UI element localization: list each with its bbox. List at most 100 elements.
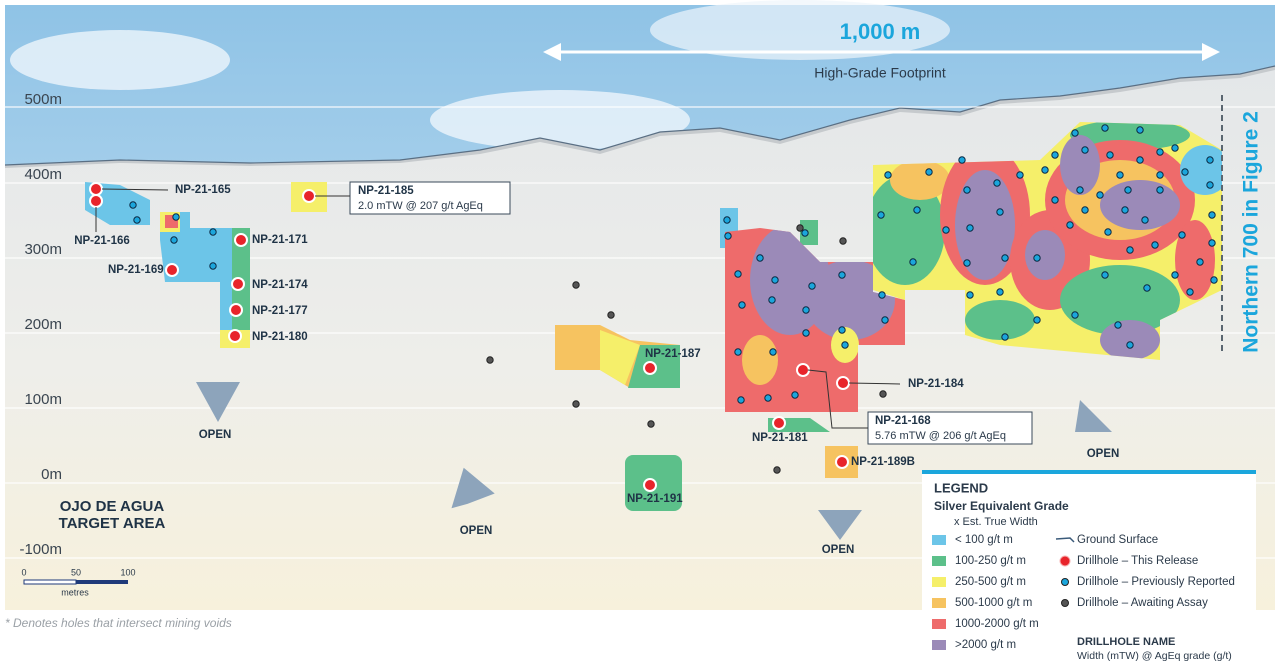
drillhole-label: NP-21-174 bbox=[252, 279, 308, 291]
drillhole-previous bbox=[1156, 171, 1164, 179]
legend-symbol-label: Drillhole – This Release bbox=[1077, 555, 1198, 567]
legend-swatch bbox=[932, 619, 946, 629]
drillhole-previous bbox=[1101, 124, 1109, 132]
drillhole-this-release bbox=[836, 376, 850, 390]
drillhole-previous bbox=[1171, 144, 1179, 152]
callout-name: NP-21-185 bbox=[358, 185, 414, 197]
scale-bar bbox=[23, 579, 128, 585]
legend-grade: 250-500 g/t m bbox=[955, 576, 1026, 588]
drillhole-this-release bbox=[89, 182, 103, 196]
drillhole-label: NP-21-177 bbox=[252, 305, 308, 317]
drillhole-label: NP-21-171 bbox=[252, 234, 308, 246]
drillhole-previous bbox=[942, 226, 950, 234]
drillhole-previous bbox=[841, 341, 849, 349]
open-arrows bbox=[196, 382, 1112, 540]
drillhole-previous bbox=[1001, 333, 1009, 341]
drillhole-awaiting bbox=[839, 237, 847, 245]
drillhole-previous bbox=[1076, 186, 1084, 194]
drillhole-previous bbox=[878, 291, 886, 299]
drillholes bbox=[89, 124, 1218, 492]
callout-box bbox=[349, 181, 511, 215]
drillhole-previous bbox=[1114, 321, 1122, 329]
drillhole-previous bbox=[996, 288, 1004, 296]
drillhole-previous bbox=[966, 224, 974, 232]
drillhole-previous bbox=[1156, 186, 1164, 194]
drillhole-awaiting bbox=[572, 281, 580, 289]
legend-swatch bbox=[932, 535, 946, 545]
scale-tick: 0 bbox=[21, 567, 26, 577]
legend-grade: 1000-2000 g/t m bbox=[955, 618, 1039, 630]
drillhole-previous bbox=[1121, 206, 1129, 214]
drillhole-previous bbox=[209, 262, 217, 270]
drillhole-previous bbox=[771, 276, 779, 284]
drillhole-previous bbox=[1104, 228, 1112, 236]
drillhole-this-release bbox=[89, 194, 103, 208]
drillhole-this-release bbox=[231, 277, 245, 291]
legend-symbol bbox=[1061, 599, 1069, 607]
drillhole-previous bbox=[791, 391, 799, 399]
width-label: 1,000 m bbox=[840, 19, 921, 44]
drillhole-previous bbox=[1126, 341, 1134, 349]
area-label: TARGET AREA bbox=[59, 515, 166, 532]
drillhole-previous bbox=[1143, 284, 1151, 292]
scale-tick: 50 bbox=[71, 567, 81, 577]
drillhole-previous bbox=[723, 216, 731, 224]
drillhole-previous bbox=[1124, 186, 1132, 194]
legend-symbol bbox=[1059, 555, 1071, 567]
footnote: * Denotes holes that intersect mining vo… bbox=[5, 616, 232, 630]
drillhole-previous bbox=[963, 259, 971, 267]
legend-title: LEGEND bbox=[934, 480, 988, 495]
cloud bbox=[10, 30, 230, 90]
drillhole-previous bbox=[756, 254, 764, 262]
drillhole-previous bbox=[1096, 191, 1104, 199]
drillhole-previous bbox=[1081, 146, 1089, 154]
drillhole-this-release bbox=[796, 363, 810, 377]
elevation-label: 100m bbox=[24, 391, 62, 408]
legend-name-detail: Width (mTW) @ AgEq grade (g/t) bbox=[1077, 650, 1232, 662]
leader bbox=[848, 382, 901, 385]
drillhole-label: NP-21-187 bbox=[645, 348, 701, 360]
drillhole-label: NP-21-169 bbox=[108, 264, 164, 276]
drillhole-previous bbox=[1016, 171, 1024, 179]
legend-symbol-label: Drillhole – Awaiting Assay bbox=[1077, 597, 1208, 609]
legend-grade: 500-1000 g/t m bbox=[955, 597, 1032, 609]
elevation-label: -100m bbox=[19, 541, 62, 558]
drillhole-previous bbox=[909, 258, 917, 266]
drillhole-previous bbox=[1051, 196, 1059, 204]
legend-swatch bbox=[932, 556, 946, 566]
scale-unit: metres bbox=[61, 587, 89, 597]
ground-surface bbox=[4, 65, 1276, 166]
drillhole-previous bbox=[1071, 311, 1079, 319]
drillhole-this-release bbox=[234, 233, 248, 247]
drillhole-previous bbox=[1156, 148, 1164, 156]
drillhole-label: NP-21-184 bbox=[908, 378, 964, 390]
drillhole-previous bbox=[1171, 271, 1179, 279]
drillhole-previous bbox=[802, 329, 810, 337]
legend-subtitle: Silver Equivalent Grade bbox=[934, 499, 1069, 513]
elevation-label: 200m bbox=[24, 316, 62, 333]
drillhole-previous bbox=[881, 316, 889, 324]
drillhole-awaiting bbox=[879, 390, 887, 398]
drillhole-previous bbox=[884, 171, 892, 179]
drillhole-previous bbox=[1041, 166, 1049, 174]
legend-swatch bbox=[932, 577, 946, 587]
drillhole-awaiting bbox=[607, 311, 615, 319]
drillhole-awaiting bbox=[486, 356, 494, 364]
drillhole-previous bbox=[768, 296, 776, 304]
legend-swatch bbox=[932, 598, 946, 608]
drillhole-previous bbox=[172, 213, 180, 221]
drillhole-previous bbox=[802, 306, 810, 314]
drillhole-this-release bbox=[643, 478, 657, 492]
scale-tick: 100 bbox=[120, 567, 135, 577]
leader bbox=[807, 369, 868, 429]
leader bbox=[101, 188, 169, 191]
drillhole-previous bbox=[963, 186, 971, 194]
legend-symbol-label: Drillhole – Previously Reported bbox=[1077, 576, 1235, 588]
drillhole-this-release bbox=[228, 329, 242, 343]
drillhole-previous bbox=[966, 291, 974, 299]
drillhole-this-release bbox=[835, 455, 849, 469]
elevation-label: 0m bbox=[41, 466, 62, 483]
drillhole-previous bbox=[1210, 276, 1218, 284]
legend-box bbox=[922, 470, 1256, 668]
footprint-label: High-Grade Footprint bbox=[814, 65, 946, 81]
